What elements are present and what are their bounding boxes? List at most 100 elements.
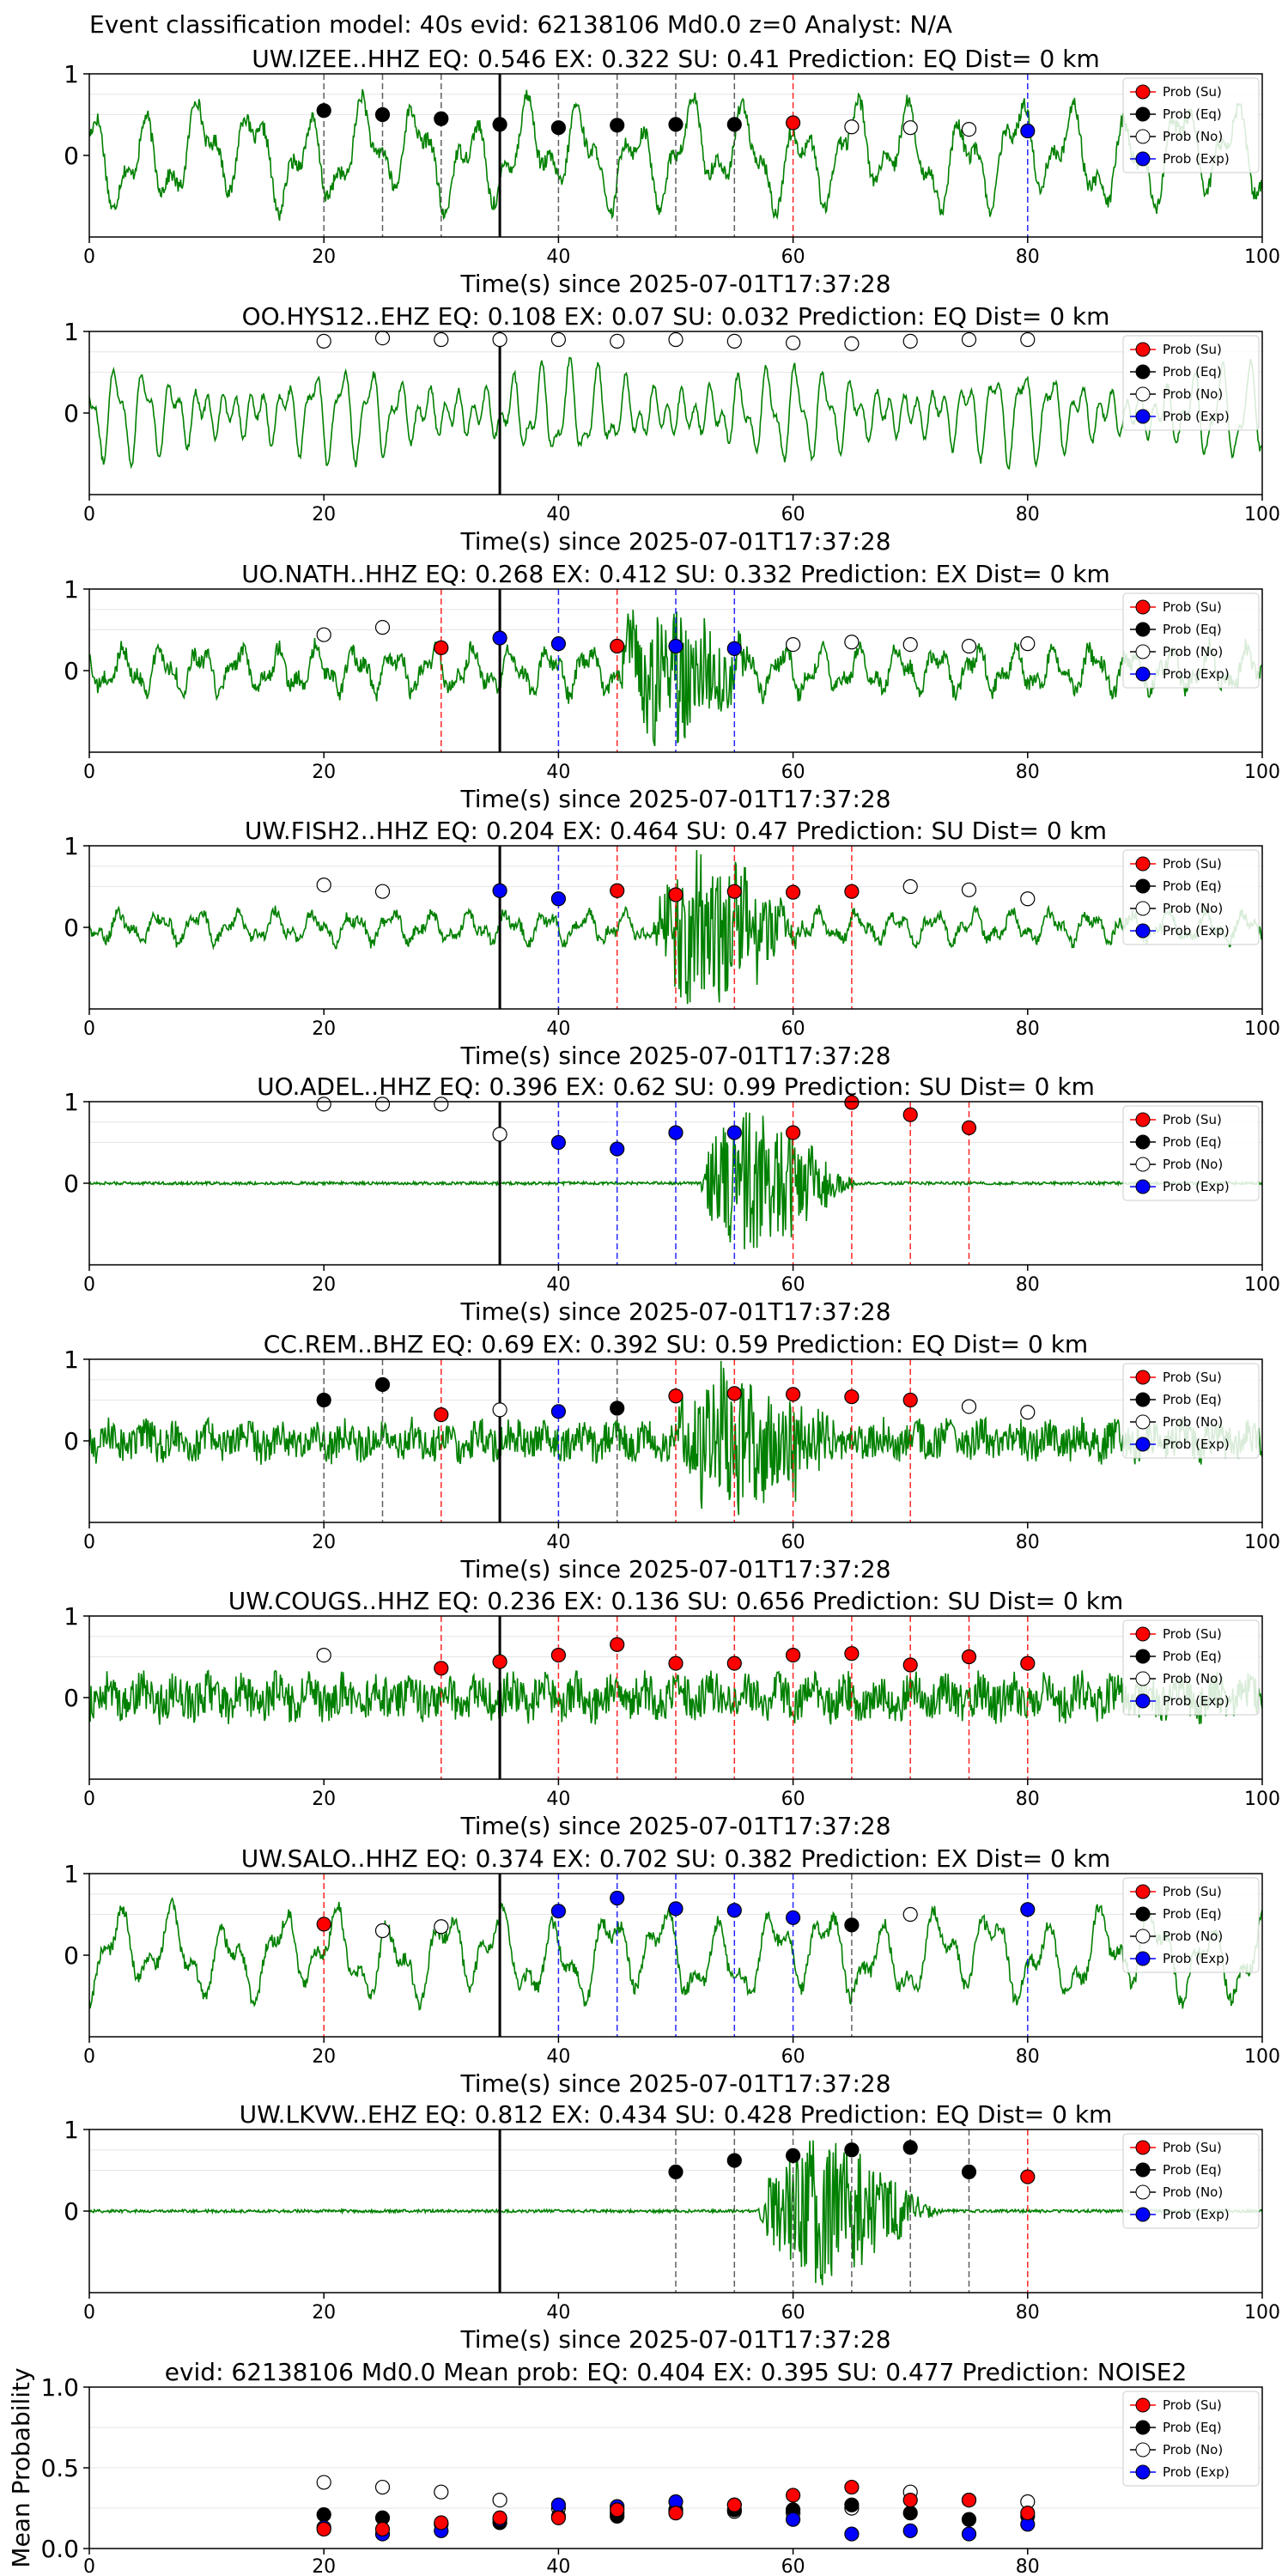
prob-marker-no xyxy=(550,331,567,348)
xtick-label: 40 xyxy=(546,762,570,783)
prob-marker-no xyxy=(374,620,391,635)
xtick-label: 0 xyxy=(83,762,95,783)
ytick-label: 0 xyxy=(64,1941,79,1970)
prob-marker-eq xyxy=(902,2140,918,2155)
prob-marker-no xyxy=(492,1402,507,1418)
prob-marker-su xyxy=(785,115,801,131)
prob-marker-su xyxy=(902,1107,918,1122)
legend-marker xyxy=(1135,1693,1151,1709)
prob-marker-no xyxy=(902,333,918,349)
legend-marker xyxy=(1135,364,1151,380)
legend-label: Prob (Exp) xyxy=(1163,151,1230,167)
prob-marker-eq xyxy=(610,118,625,133)
ytick-label: 1 xyxy=(64,1088,79,1116)
prob-marker-exp xyxy=(785,1910,801,1925)
xtick-label: 80 xyxy=(1016,1018,1040,1040)
ytick-label: 0 xyxy=(64,1684,79,1712)
prob-marker-no xyxy=(374,1923,391,1939)
mean-point-su xyxy=(610,2502,625,2518)
legend-marker xyxy=(1135,84,1151,100)
xtick-label: 0 xyxy=(83,2302,95,2324)
mean-point-su xyxy=(726,2497,742,2512)
legend-marker xyxy=(1135,1929,1151,1944)
mean-point-no xyxy=(492,2493,507,2508)
xtick-label: 60 xyxy=(781,504,805,526)
panel-6: CC.REM..BHZ EQ: 0.69 EX: 0.392 SU: 0.59 … xyxy=(64,1330,1280,1583)
legend-marker xyxy=(1135,2162,1151,2178)
mean-point-no xyxy=(316,2475,331,2490)
legend-marker xyxy=(1135,666,1151,682)
prob-marker-no xyxy=(1020,331,1036,348)
mean-point-exp xyxy=(961,2526,977,2542)
xtick-label: 60 xyxy=(781,1789,805,1810)
mean-point-su xyxy=(961,2493,977,2508)
prob-marker-exp xyxy=(550,1904,567,1919)
prob-marker-su xyxy=(785,1125,801,1140)
mean-point-su xyxy=(785,2488,801,2503)
ytick-label: 1 xyxy=(64,1860,79,1888)
prob-marker-no xyxy=(961,882,977,897)
legend-box xyxy=(1122,1619,1260,1716)
prob-marker-exp xyxy=(610,1141,625,1157)
legend-label: Prob (Eq) xyxy=(1163,106,1222,122)
prob-marker-eq xyxy=(492,117,507,132)
x-axis-label: Time(s) since 2025-07-01T17:37:28 xyxy=(459,2069,890,2098)
prob-marker-exp xyxy=(550,1404,567,1419)
prob-marker-no xyxy=(902,636,918,653)
prob-marker-exp xyxy=(1020,1902,1036,1917)
xtick-label: 80 xyxy=(1016,246,1040,268)
mean-point-su xyxy=(550,2510,567,2525)
ytick-label: 0 xyxy=(64,142,79,170)
prob-marker-su xyxy=(316,1917,331,1932)
prob-marker-no xyxy=(374,884,391,899)
ytick-label: 1 xyxy=(64,2116,79,2144)
xtick-label: 100 xyxy=(1244,762,1280,783)
legend-label: Prob (Exp) xyxy=(1163,923,1230,939)
ytick-label: 0.0 xyxy=(40,2535,79,2563)
prob-marker-no xyxy=(668,331,683,348)
ytick-label: 0 xyxy=(64,1170,79,1198)
prob-marker-su xyxy=(902,1657,918,1673)
xtick-label: 20 xyxy=(312,2556,336,2576)
prob-marker-eq xyxy=(316,103,331,118)
prob-marker-eq xyxy=(668,2164,683,2179)
legend-label: Prob (Eq) xyxy=(1163,1906,1222,1922)
legend-box xyxy=(1122,849,1260,945)
legend-label: Prob (Su) xyxy=(1163,856,1222,872)
legend-marker xyxy=(1135,409,1151,424)
panel-title: UO.NATH..HHZ EQ: 0.268 EX: 0.412 SU: 0.3… xyxy=(241,560,1110,588)
xtick-label: 40 xyxy=(546,1532,570,1553)
panel-title: CC.REM..BHZ EQ: 0.69 EX: 0.392 SU: 0.59 … xyxy=(264,1330,1088,1358)
legend-marker xyxy=(1135,151,1151,167)
legend-box xyxy=(1122,592,1260,689)
legend-label: Prob (Exp) xyxy=(1163,2207,1230,2222)
legend-marker xyxy=(1135,599,1151,615)
legend-marker xyxy=(1135,2184,1151,2200)
legend-marker xyxy=(1135,1626,1151,1642)
xtick-label: 40 xyxy=(546,1018,570,1040)
legend-marker xyxy=(1135,901,1151,916)
prob-marker-eq xyxy=(844,2142,860,2158)
x-axis-label: Time(s) since 2025-07-01T17:37:28 xyxy=(459,1042,890,1070)
xtick-label: 60 xyxy=(781,1018,805,1040)
legend-box xyxy=(1122,1363,1260,1459)
xtick-label: 80 xyxy=(1016,504,1040,526)
ytick-label: 1 xyxy=(64,832,79,860)
legend-marker xyxy=(1135,1884,1151,1899)
prob-marker-su xyxy=(961,1649,977,1665)
panel-1: UW.IZEE..HHZ EQ: 0.546 EX: 0.322 SU: 0.4… xyxy=(64,45,1280,298)
xtick-label: 40 xyxy=(546,2556,570,2576)
prob-marker-exp xyxy=(668,1125,683,1140)
legend-marker xyxy=(1135,2207,1151,2222)
xtick-label: 0 xyxy=(83,2046,95,2068)
xtick-label: 40 xyxy=(546,2046,570,2068)
x-axis-label: Time(s) since 2025-07-01T17:37:28 xyxy=(459,270,890,298)
ytick-label: 1.0 xyxy=(40,2373,79,2402)
ytick-label: 0 xyxy=(64,399,79,428)
legend-label: Prob (No) xyxy=(1163,644,1223,659)
xtick-label: 40 xyxy=(546,2302,570,2324)
xtick-label: 100 xyxy=(1244,1789,1280,1810)
prob-marker-su xyxy=(434,1661,449,1676)
prob-marker-su xyxy=(610,638,625,654)
prob-marker-su xyxy=(668,1388,683,1404)
